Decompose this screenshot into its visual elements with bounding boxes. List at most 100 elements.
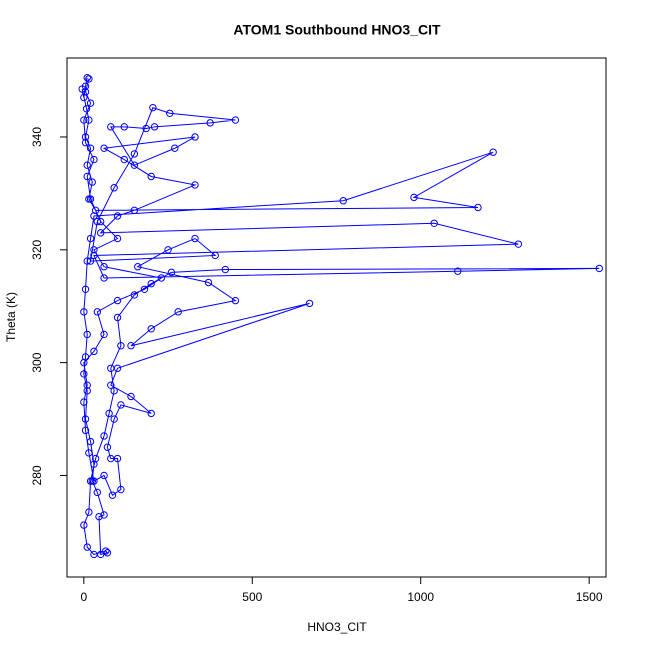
data-point [430, 219, 438, 227]
data-point [96, 217, 105, 226]
data-point [80, 308, 88, 316]
data-point [103, 443, 112, 451]
data-point [85, 116, 93, 124]
data-point [107, 381, 115, 389]
data-point [85, 508, 93, 516]
data-point [80, 521, 88, 529]
data-point [130, 206, 139, 215]
data-point [231, 116, 240, 124]
data-point [110, 184, 118, 192]
data-point [83, 330, 91, 339]
data-point [100, 274, 108, 282]
data-point [167, 268, 176, 277]
data-point [211, 251, 219, 260]
data-point [80, 398, 88, 406]
data-point [85, 449, 93, 457]
data-point [108, 491, 117, 499]
data-point [595, 264, 603, 273]
data-point [83, 172, 91, 181]
data-point [103, 549, 112, 557]
data-point [90, 246, 98, 254]
x-axis-label: HNO3_CIT [307, 620, 367, 634]
data-point [81, 415, 90, 423]
data-point [166, 109, 174, 117]
data-point [204, 278, 213, 287]
data-point [88, 178, 96, 186]
data-point [86, 144, 95, 152]
data-point [130, 150, 139, 158]
data-point [231, 296, 240, 305]
data-point [93, 217, 102, 226]
y-axis-label: Theta (K) [4, 292, 18, 342]
data-point [191, 181, 199, 189]
x-tick-label: 0 [81, 590, 88, 604]
data-point [80, 358, 88, 367]
data-point [127, 392, 135, 401]
x-tick-label: 1500 [576, 590, 603, 604]
data-point [107, 123, 115, 131]
data-point [127, 342, 135, 350]
data-point [85, 75, 93, 83]
data-point [95, 512, 103, 521]
data-point [86, 99, 95, 107]
data-point [454, 267, 462, 275]
data-point [93, 308, 102, 316]
data-point [164, 246, 172, 254]
data-point [80, 116, 88, 124]
data-point [86, 234, 95, 243]
data-point [93, 488, 102, 497]
data-point [86, 477, 95, 485]
data-point [80, 370, 88, 378]
data-point [83, 257, 91, 265]
data-point [140, 285, 149, 293]
series-line [81, 77, 600, 556]
data-point [102, 547, 110, 555]
data-point [174, 308, 182, 316]
data-point [130, 291, 139, 299]
data-point [113, 313, 122, 322]
y-tick-label: 280 [30, 465, 44, 485]
data-point [130, 161, 139, 169]
data-point [113, 234, 122, 243]
data-point [90, 477, 98, 485]
data-point [191, 133, 199, 141]
data-point [81, 285, 90, 293]
data-point [339, 197, 347, 205]
data-point [82, 105, 91, 113]
data-point [90, 251, 98, 260]
data-point [147, 325, 155, 333]
data-point [191, 234, 199, 243]
data-point [206, 119, 214, 127]
data-point [83, 161, 91, 169]
data-point [113, 212, 122, 220]
data-point [147, 279, 155, 288]
data-point [110, 387, 118, 395]
data-point [90, 550, 98, 559]
data-point [157, 274, 166, 282]
data-point [90, 155, 98, 164]
data-point [474, 203, 482, 212]
data-point [83, 381, 91, 389]
data-point [81, 133, 90, 141]
data-point [100, 144, 108, 152]
data-point [90, 212, 98, 220]
data-point [514, 240, 523, 248]
data-point [81, 88, 90, 96]
data-point [86, 195, 95, 203]
data-point [117, 401, 125, 409]
data-point [149, 103, 157, 112]
data-point [91, 454, 100, 463]
data-point [134, 263, 142, 271]
data-point [113, 296, 122, 305]
data-point [105, 409, 113, 418]
data-point [100, 511, 108, 519]
data-point [110, 415, 118, 423]
chart-title: ATOM1 Southbound HNO3_CIT [233, 22, 441, 38]
data-point [113, 364, 122, 372]
data-point [100, 263, 108, 271]
data-point [86, 437, 95, 446]
data-point [142, 124, 150, 133]
data-point [100, 471, 108, 480]
data-point [489, 148, 497, 156]
